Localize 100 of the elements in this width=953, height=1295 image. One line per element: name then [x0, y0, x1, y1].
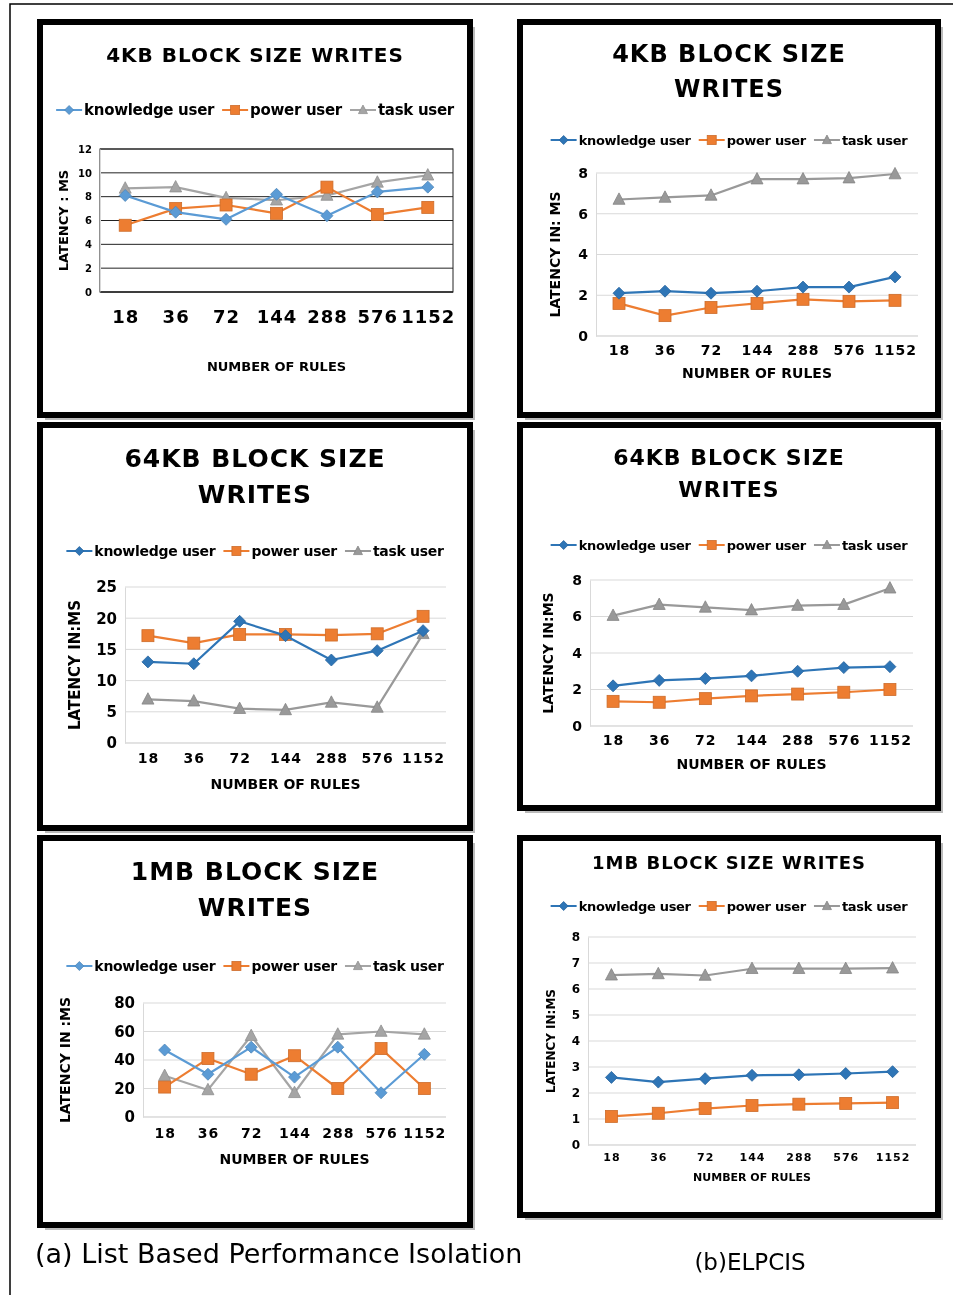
- y-tick-label: 4: [571, 1034, 580, 1049]
- y-tick-label: 25: [96, 578, 117, 597]
- point: [750, 297, 764, 310]
- x-tick-label: 1152: [874, 342, 917, 358]
- x-tick-label: 1152: [402, 750, 446, 766]
- x-tick-label: 288: [307, 306, 348, 327]
- x-tick-label: 18: [602, 732, 625, 748]
- point: [233, 628, 247, 641]
- point: [320, 209, 334, 223]
- point: [270, 206, 283, 220]
- point: [750, 172, 764, 185]
- point: [698, 1102, 712, 1115]
- point: [201, 1082, 215, 1096]
- point: [201, 1052, 215, 1065]
- x-tick-label: 36: [162, 306, 190, 327]
- point: [421, 168, 435, 181]
- point: [652, 695, 666, 709]
- legend-label: power user: [251, 542, 338, 559]
- y-tick-label: 6: [85, 215, 93, 227]
- y-tick-label: 8: [572, 571, 582, 588]
- y-tick-label: 20: [114, 1079, 135, 1098]
- point: [791, 664, 805, 678]
- y-tick-label: 80: [114, 994, 135, 1013]
- point: [370, 185, 384, 199]
- point: [370, 700, 384, 713]
- point: [187, 636, 201, 650]
- x-axis-title: NUMBER OF RULES: [676, 756, 827, 772]
- point: [651, 966, 665, 980]
- legend-label: task user: [841, 537, 909, 553]
- point: [839, 961, 853, 974]
- x-tick-label: 72: [696, 1151, 715, 1164]
- point: [888, 293, 902, 307]
- x-tick-label: 144: [741, 342, 774, 358]
- point: [605, 1110, 618, 1123]
- point: [331, 1027, 345, 1040]
- point: [417, 1027, 431, 1040]
- chart-title: 1MB BLOCK SIZE WRITES: [592, 852, 866, 873]
- point: [791, 598, 805, 611]
- x-tick-label: 72: [700, 342, 723, 358]
- point: [658, 309, 672, 323]
- x-tick-label: 576: [833, 342, 866, 358]
- point: [839, 1097, 853, 1110]
- x-tick-label: 36: [183, 750, 206, 766]
- point: [792, 961, 806, 974]
- point: [201, 1067, 215, 1081]
- y-tick-label: 5: [106, 703, 117, 722]
- point: [374, 1024, 388, 1037]
- point: [158, 1043, 172, 1057]
- x-tick-label: 288: [315, 750, 348, 766]
- x-tick-label: 288: [782, 732, 815, 748]
- y-tick-label: 5: [571, 1008, 580, 1023]
- point: [606, 694, 620, 708]
- y-tick-label: 4: [572, 644, 583, 661]
- point: [745, 1099, 759, 1112]
- legend-label: task user: [372, 542, 445, 559]
- point: [169, 205, 183, 219]
- x-axis-title: NUMBER OF RULES: [206, 359, 347, 374]
- text: (b)ELPCIS: [694, 1249, 806, 1275]
- y-tick-label: 8: [85, 191, 93, 203]
- y-axis-title: LATENCY IN:MS: [540, 592, 556, 714]
- y-tick-label: 7: [571, 956, 580, 971]
- text: (a) List Based Performance Isolation: [35, 1238, 523, 1269]
- legend-label: task user: [841, 898, 909, 914]
- point: [421, 200, 435, 214]
- y-tick-label: 8: [571, 930, 580, 945]
- y-tick-label: 1: [571, 1112, 580, 1127]
- point: [796, 292, 810, 306]
- point: [745, 689, 758, 703]
- point: [888, 270, 902, 284]
- point: [605, 968, 618, 981]
- y-axis-title: LATENCY IN:MS: [544, 989, 558, 1093]
- legend-label: knowledge user: [578, 537, 692, 553]
- point: [745, 669, 758, 683]
- point: [886, 1065, 899, 1079]
- point: [219, 198, 233, 212]
- point: [417, 1047, 431, 1061]
- x-tick-label: 1152: [868, 732, 912, 748]
- legend-label: power user: [726, 537, 807, 553]
- point: [745, 603, 758, 616]
- chart-title: 4KB BLOCK SIZE WRITES: [612, 40, 846, 103]
- point: [288, 1070, 301, 1084]
- point: [883, 683, 897, 696]
- x-tick-label: 36: [650, 1151, 668, 1164]
- point: [118, 189, 132, 202]
- legend-label: task user: [841, 132, 909, 148]
- y-tick-label: 0: [578, 327, 589, 344]
- legend-label: knowledge user: [578, 132, 692, 148]
- x-tick-label: 144: [735, 732, 769, 748]
- legend-label: task user: [377, 101, 455, 120]
- point: [288, 1085, 301, 1098]
- legend-label: knowledge user: [84, 101, 215, 120]
- point: [158, 1080, 172, 1094]
- y-tick-label: 8: [578, 164, 588, 181]
- y-tick-label: 2: [572, 681, 582, 698]
- x-tick-label: 576: [365, 1125, 398, 1141]
- legend-label: knowledge user: [578, 898, 692, 914]
- chart-title: 1MB BLOCK SIZE WRITES: [130, 857, 380, 923]
- x-tick-label: 72: [695, 732, 717, 748]
- x-tick-label: 18: [603, 1151, 621, 1164]
- y-tick-label: 0: [85, 286, 93, 298]
